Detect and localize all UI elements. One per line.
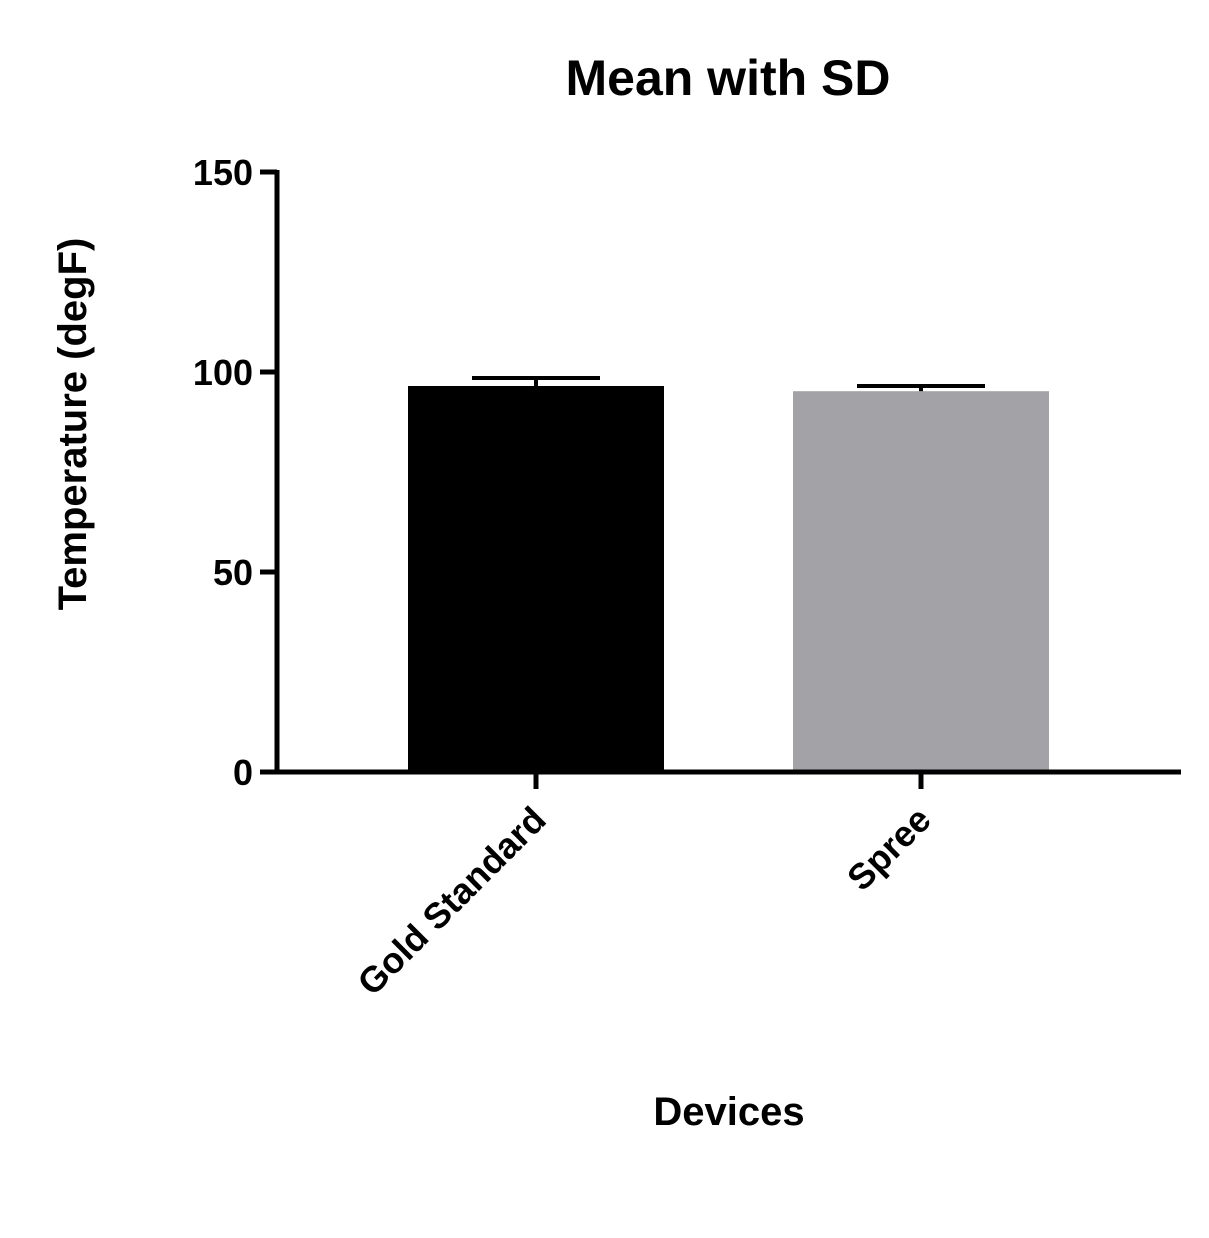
bars-group [408, 386, 1049, 772]
x-ticks-group: Gold Standard Spree [349, 772, 939, 1003]
y-tick-label-1: 50 [213, 552, 253, 593]
error-bars-group [472, 376, 985, 392]
y-tick-label-3: 150 [193, 152, 253, 193]
y-tick-label-0: 0 [233, 752, 253, 793]
chart-title: Mean with SD [565, 50, 890, 106]
y-axis-label: Temperature (degF) [51, 238, 95, 611]
x-tick-label-0: Gold Standard [349, 799, 553, 1003]
bar-1 [793, 391, 1049, 772]
y-ticks-group: 0 50 100 150 [193, 152, 277, 793]
x-axis-label: Devices [653, 1090, 804, 1134]
bar-0 [408, 386, 664, 772]
y-tick-label-2: 100 [193, 352, 253, 393]
x-tick-label-1: Spree [839, 799, 939, 899]
